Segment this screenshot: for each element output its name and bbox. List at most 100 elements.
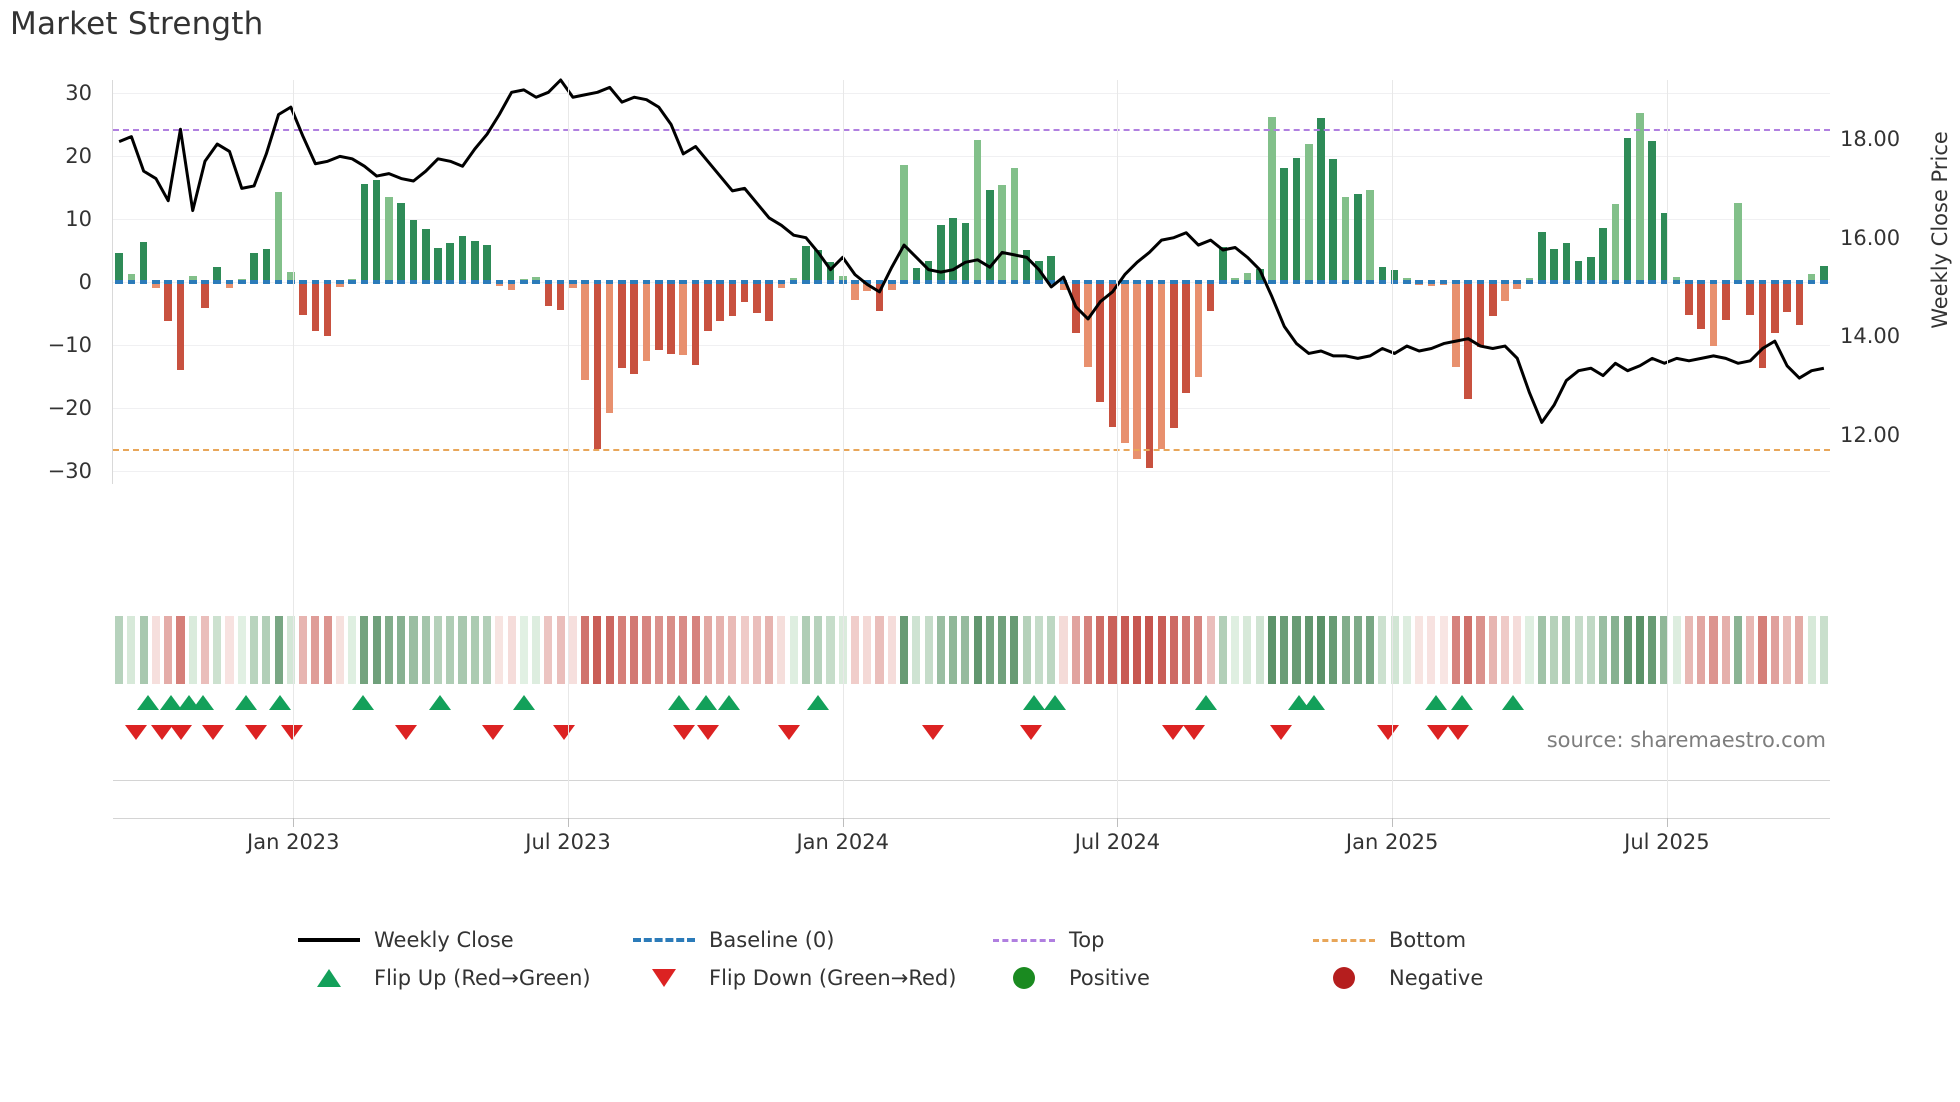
heatmap-cell	[1476, 616, 1485, 684]
strength-bar	[225, 282, 234, 288]
strength-bar	[556, 282, 565, 310]
baseline-tick	[311, 280, 320, 284]
triangle-up-icon	[298, 965, 360, 991]
strength-bar	[446, 242, 455, 282]
strength-bar	[323, 282, 332, 337]
heatmap-cell	[1525, 616, 1534, 684]
heatmap-cell	[1586, 616, 1595, 684]
baseline-tick	[213, 280, 222, 284]
baseline-tick	[1366, 280, 1374, 284]
legend-item-bottom[interactable]: Bottom	[1313, 925, 1466, 955]
flip-down-marker	[921, 725, 944, 740]
baseline-tick	[1243, 280, 1252, 284]
heatmap-cell	[1599, 616, 1608, 684]
baseline-tick	[1329, 280, 1338, 284]
heatmap-cell	[311, 616, 320, 684]
flip-marker-row	[113, 695, 1830, 755]
plot-frame	[112, 80, 1830, 484]
strength-bar	[581, 282, 589, 380]
strength-bar	[667, 282, 675, 354]
strength-bar	[274, 191, 283, 282]
baseline-tick	[1820, 280, 1828, 284]
baseline-tick	[998, 280, 1006, 284]
baseline-tick	[483, 280, 491, 284]
heatmap-cell	[740, 616, 749, 684]
legend-item-weekly-close[interactable]: Weekly Close	[298, 925, 514, 955]
flip-up-marker	[159, 695, 182, 710]
baseline-tick	[1304, 280, 1313, 284]
strength-bar	[213, 267, 222, 282]
heatmap-cell	[348, 616, 357, 684]
flip-down-marker	[1270, 725, 1293, 740]
strength-bar	[1366, 189, 1374, 282]
flip-up-marker	[1303, 695, 1326, 710]
flip-up-marker	[137, 695, 160, 710]
heatmap-cell	[1660, 616, 1669, 684]
y-tick-label-right: 18.00	[1840, 127, 1901, 152]
baseline-tick	[250, 280, 258, 284]
legend-item-negative[interactable]: Negative	[1313, 963, 1483, 993]
heatmap-cell	[164, 616, 173, 684]
heatmap-cell	[1071, 616, 1080, 684]
heatmap-cell	[384, 616, 393, 684]
strength-bar	[1304, 144, 1313, 282]
strength-bar	[1587, 256, 1595, 282]
strength-bar	[654, 282, 663, 351]
baseline-tick	[1427, 280, 1436, 284]
flip-down-marker	[150, 725, 173, 740]
strength-bar	[998, 184, 1006, 282]
strength-bar	[507, 282, 516, 290]
baseline-tick	[777, 280, 786, 284]
baseline-tick	[961, 280, 970, 284]
heatmap-cell	[1758, 616, 1767, 684]
strength-bar	[176, 282, 185, 371]
baseline-tick	[569, 280, 577, 284]
legend-item-top[interactable]: Top	[993, 925, 1104, 955]
strength-bar	[1611, 203, 1620, 282]
gridline	[113, 282, 1830, 283]
legend-item-flip-down[interactable]: Flip Down (Green→Red)	[633, 963, 956, 993]
strength-bar	[1660, 212, 1669, 282]
baseline-tick	[1476, 280, 1485, 284]
strength-bar	[863, 282, 872, 292]
baseline-tick	[237, 280, 246, 284]
baseline-tick	[1660, 280, 1669, 284]
flip-up-marker	[667, 695, 690, 710]
legend-item-label: Flip Up (Red→Green)	[374, 966, 591, 990]
flip-up-marker	[269, 695, 292, 710]
heatmap-cell	[127, 616, 136, 684]
heatmap-cell	[409, 616, 418, 684]
baseline-tick	[887, 280, 896, 284]
strength-bar	[470, 240, 479, 282]
baseline-tick	[274, 280, 283, 284]
heatmap-cell	[1316, 616, 1326, 684]
baseline-tick	[1623, 280, 1632, 284]
x-tick-mark	[293, 818, 295, 827]
heatmap-cell	[151, 616, 160, 684]
strength-bar	[164, 282, 172, 322]
strength-bar	[826, 261, 835, 282]
y-axis-spine	[112, 80, 113, 484]
top-reference-line	[113, 129, 1830, 132]
legend-item-label: Positive	[1069, 966, 1150, 990]
legend-item-positive[interactable]: Positive	[993, 963, 1150, 993]
strength-bar	[1513, 282, 1522, 289]
strength-bar	[728, 282, 737, 317]
heatmap-cell	[826, 616, 835, 684]
baseline-tick	[446, 280, 455, 284]
baseline-tick	[1194, 280, 1203, 284]
strength-bar	[1329, 158, 1338, 282]
baseline-tick	[851, 280, 859, 284]
strength-bar	[1574, 260, 1583, 282]
legend-item-flip-up[interactable]: Flip Up (Red→Green)	[298, 963, 591, 993]
heatmap-cell	[1635, 616, 1644, 684]
heatmap-cell	[286, 616, 295, 684]
strength-bar	[1317, 117, 1325, 282]
heatmap-cell	[421, 616, 430, 684]
strength-bar	[458, 235, 467, 282]
baseline-tick	[1709, 280, 1718, 284]
legend-item-label: Top	[1069, 928, 1105, 952]
baseline-tick	[262, 280, 271, 284]
legend-item-baseline[interactable]: Baseline (0)	[633, 925, 834, 955]
strength-bar	[630, 282, 639, 375]
